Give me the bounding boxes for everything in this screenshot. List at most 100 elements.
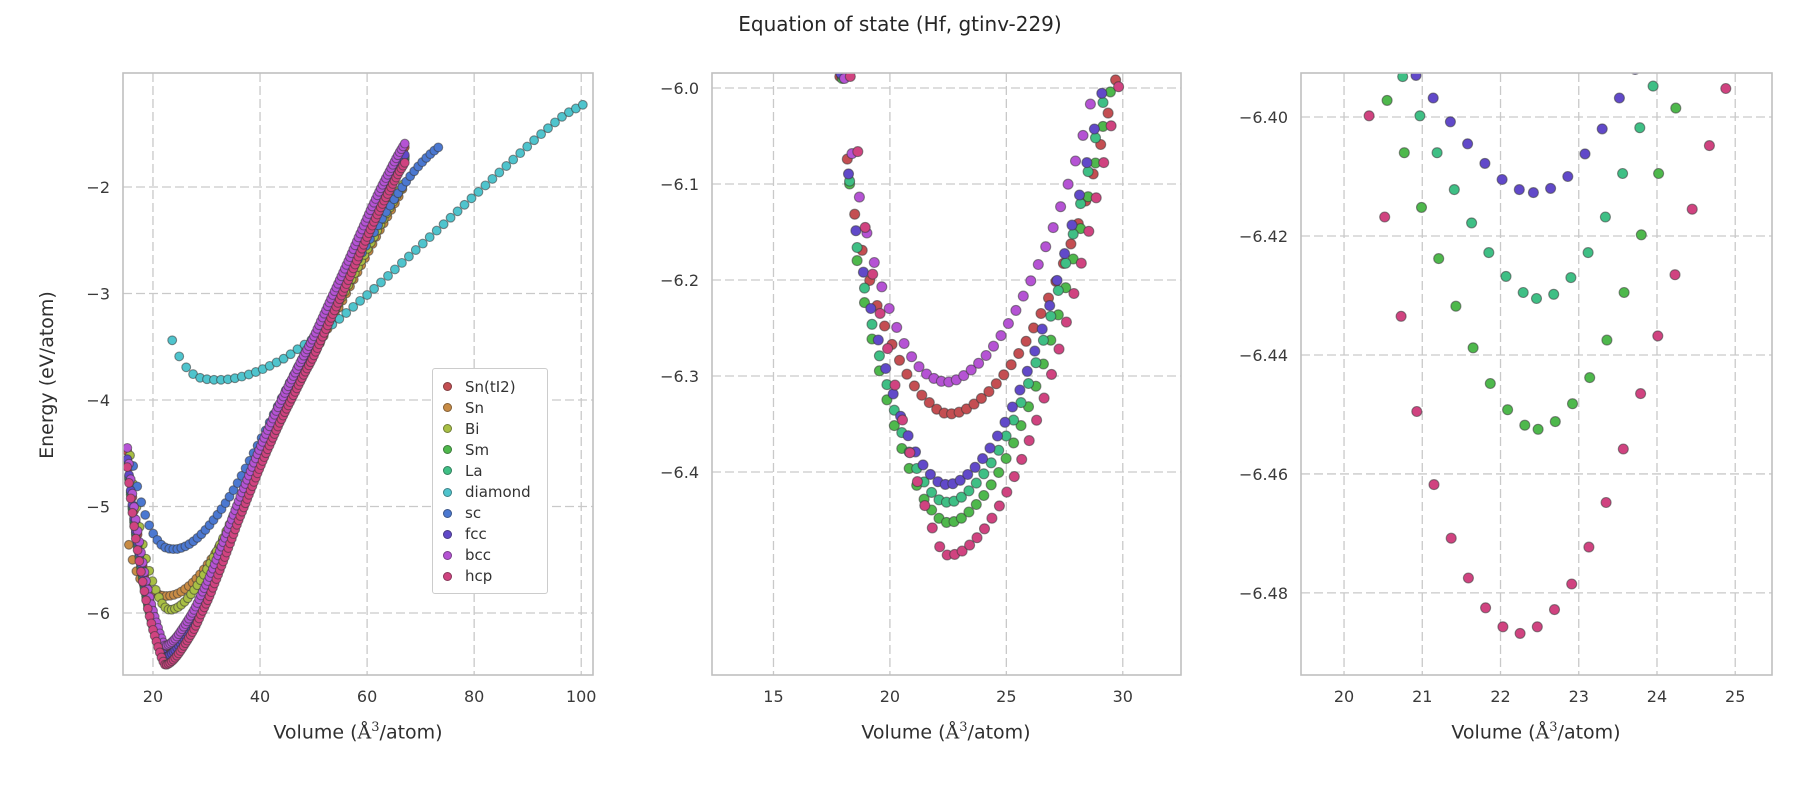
- data-point: [123, 462, 133, 473]
- x-tick-label: 100: [566, 687, 597, 706]
- data-point: [424, 232, 435, 243]
- legend-label: sc: [465, 504, 482, 523]
- data-point: [134, 556, 145, 567]
- data-point: [1062, 178, 1074, 190]
- data-point: [341, 308, 352, 318]
- data-point: [1035, 307, 1047, 320]
- data-point: [1562, 170, 1574, 183]
- data-point: [1635, 229, 1647, 241]
- axes-spines: [122, 72, 594, 676]
- data-point: [1084, 98, 1096, 110]
- data-point: [1068, 287, 1080, 300]
- data-point: [879, 320, 891, 332]
- data-point: [1584, 372, 1596, 384]
- data-point: [1083, 225, 1095, 237]
- legend-item-La: La: [433, 460, 547, 481]
- data-point: [866, 318, 878, 330]
- data-point: [993, 500, 1005, 512]
- data-point: [874, 307, 886, 319]
- data-point: [1363, 110, 1375, 122]
- data-point: [1670, 102, 1682, 114]
- data-point: [1059, 248, 1071, 260]
- data-point: [1075, 257, 1087, 269]
- chart-title: Equation of state (Hf, gtinv-229): [738, 12, 1062, 36]
- series-fcc: [835, 73, 1108, 490]
- series-hcp: [844, 73, 1125, 561]
- data-point: [1433, 253, 1445, 265]
- data-point: [1502, 404, 1514, 416]
- data-point: [125, 493, 136, 504]
- x-axis-label-panel1: Volume (Å3/atom): [273, 720, 443, 744]
- axes-spines: [711, 72, 1182, 676]
- data-point: [873, 350, 885, 362]
- data-point: [144, 520, 155, 531]
- data-point: [1002, 317, 1014, 330]
- data-point: [883, 302, 895, 315]
- data-point: [501, 161, 512, 171]
- data-point: [487, 173, 498, 184]
- data-point: [1519, 419, 1531, 431]
- data-point: [466, 193, 477, 204]
- data-point: [181, 362, 192, 373]
- data-point: [911, 476, 923, 488]
- y-tick-label: −6.44: [1239, 346, 1288, 365]
- series-La: [1397, 73, 1659, 305]
- data-point: [139, 586, 150, 597]
- data-point: [124, 477, 134, 488]
- legend-marker-icon: [443, 445, 452, 455]
- data-point: [1105, 120, 1117, 132]
- data-point: [1565, 272, 1577, 284]
- data-point: [962, 468, 974, 481]
- data-point: [1015, 397, 1027, 409]
- data-point: [857, 266, 869, 278]
- data-point: [1067, 228, 1079, 240]
- data-point: [1088, 123, 1100, 135]
- data-point: [1479, 157, 1491, 169]
- x-tick-label: 20: [143, 687, 163, 706]
- data-point: [285, 349, 296, 360]
- data-point: [902, 430, 914, 442]
- data-point: [858, 282, 871, 294]
- data-point: [1051, 274, 1063, 286]
- legend-marker-icon: [443, 487, 452, 497]
- y-tick-label: −6.46: [1239, 465, 1288, 484]
- data-point: [978, 489, 990, 502]
- data-point: [438, 219, 449, 230]
- data-point: [1431, 147, 1443, 159]
- x-tick-label: 21: [1412, 687, 1432, 706]
- data-point: [1008, 437, 1020, 449]
- data-point: [1480, 602, 1492, 614]
- data-point: [990, 378, 1002, 390]
- data-point: [887, 388, 899, 400]
- data-point: [167, 335, 178, 346]
- data-point: [1462, 572, 1474, 584]
- series-hcp: [123, 157, 410, 670]
- data-point: [1066, 219, 1078, 231]
- data-point: [1037, 334, 1049, 346]
- data-point: [969, 461, 981, 473]
- data-point: [1466, 217, 1478, 229]
- data-point: [1029, 345, 1041, 357]
- data-point: [1025, 275, 1037, 287]
- x-tick-label: 60: [357, 687, 377, 706]
- legend-item-diamond: diamond: [433, 481, 547, 502]
- x-tick-label: 23: [1569, 687, 1589, 706]
- data-point: [973, 357, 985, 369]
- legend-label: fcc: [465, 525, 487, 544]
- data-point: [536, 129, 547, 140]
- data-point: [1000, 452, 1012, 465]
- data-point: [896, 414, 909, 426]
- data-point: [868, 256, 880, 269]
- y-tick-label: −6.48: [1239, 584, 1288, 603]
- data-point: [1014, 384, 1026, 396]
- data-point: [956, 545, 968, 557]
- data-point: [908, 380, 920, 392]
- data-point: [970, 498, 982, 511]
- data-point: [1599, 211, 1611, 223]
- data-point: [888, 420, 900, 432]
- data-point: [963, 506, 975, 518]
- data-point: [1398, 147, 1410, 159]
- data-point: [995, 330, 1007, 342]
- data-point: [1047, 222, 1059, 234]
- legend-marker-icon: [443, 466, 452, 476]
